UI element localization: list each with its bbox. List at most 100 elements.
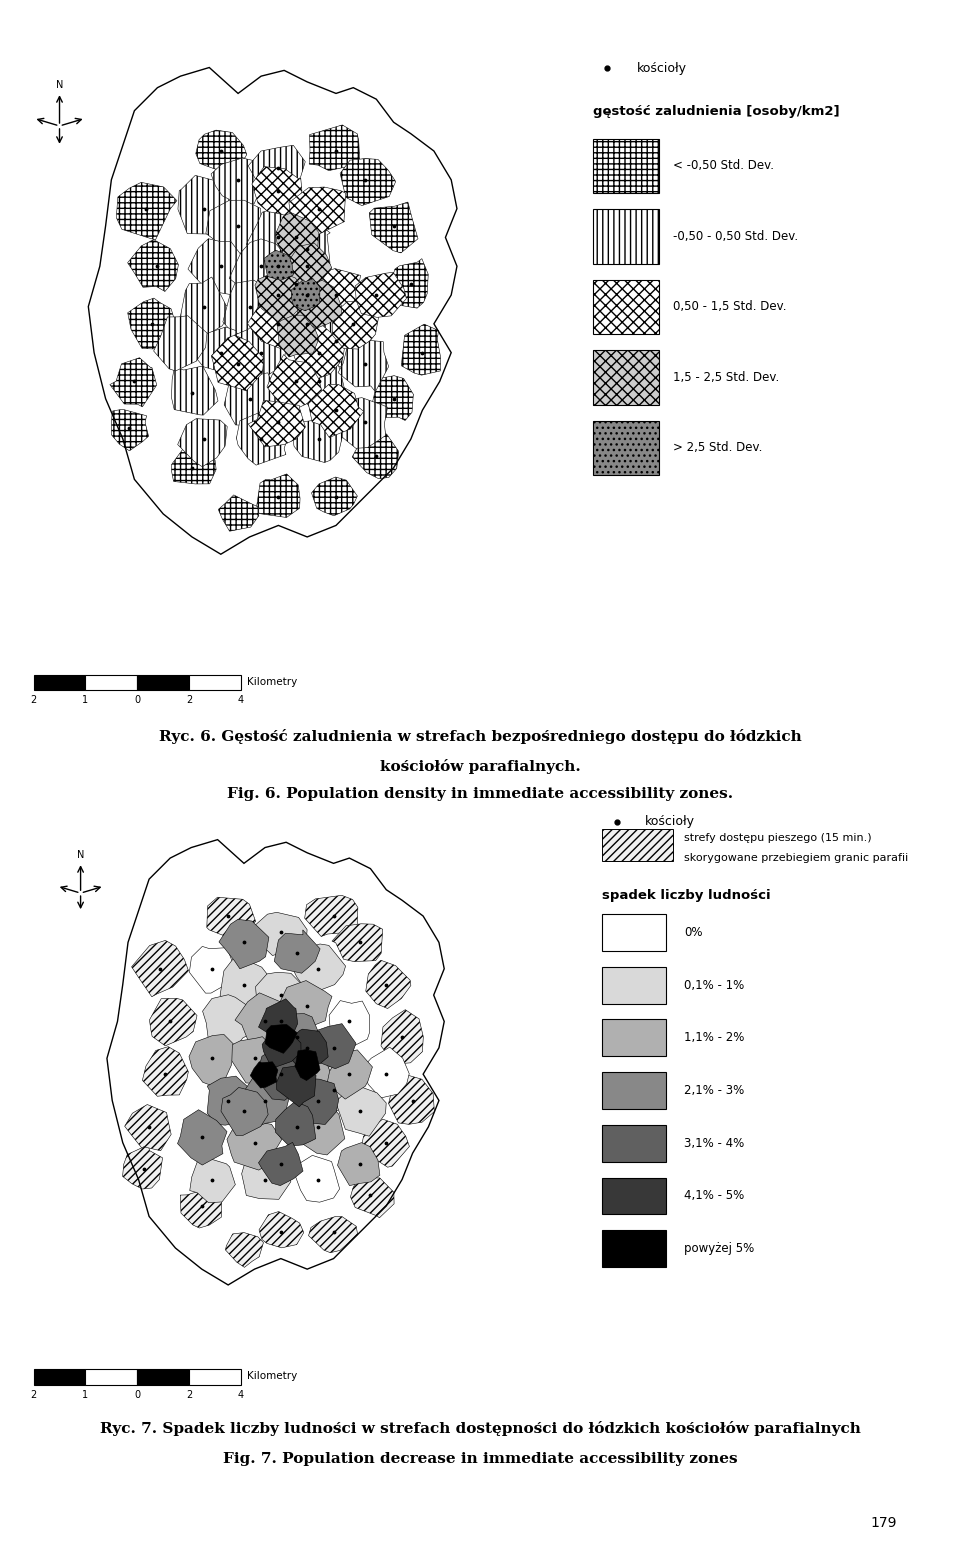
Polygon shape: [279, 222, 330, 276]
Polygon shape: [276, 1065, 316, 1107]
Polygon shape: [340, 158, 396, 206]
Polygon shape: [180, 277, 232, 336]
Text: 2: 2: [31, 696, 36, 705]
Polygon shape: [178, 1110, 227, 1166]
Text: > 2,5 Std. Dev.: > 2,5 Std. Dev.: [673, 442, 762, 454]
Text: 0,1% - 1%: 0,1% - 1%: [684, 978, 744, 992]
Bar: [593, 281, 659, 335]
Polygon shape: [142, 1046, 188, 1096]
Text: 4: 4: [238, 1390, 244, 1400]
Bar: [602, 829, 673, 862]
Text: Ryc. 7. Spadek liczby ludności w strefach dostępności do łódzkich kościołów para: Ryc. 7. Spadek liczby ludności w strefac…: [100, 1421, 860, 1437]
Bar: [85, 1370, 137, 1384]
Text: powyżej 5%: powyżej 5%: [684, 1242, 755, 1256]
Text: kościoły: kościoły: [636, 62, 686, 74]
Polygon shape: [372, 375, 414, 420]
Polygon shape: [292, 418, 345, 462]
Polygon shape: [363, 1048, 409, 1097]
Text: 1: 1: [83, 1390, 88, 1400]
Polygon shape: [342, 398, 388, 448]
Polygon shape: [125, 1105, 171, 1150]
Text: Fig. 6. Population density in immediate accessibility zones.: Fig. 6. Population density in immediate …: [227, 787, 733, 801]
Polygon shape: [277, 315, 319, 356]
Text: 2: 2: [186, 1390, 192, 1400]
Polygon shape: [132, 941, 188, 997]
Text: 0%: 0%: [684, 925, 703, 939]
Polygon shape: [172, 446, 216, 484]
Polygon shape: [255, 972, 307, 1018]
Polygon shape: [253, 1046, 306, 1100]
Polygon shape: [310, 312, 365, 367]
Polygon shape: [195, 327, 244, 377]
Polygon shape: [329, 1001, 370, 1046]
Polygon shape: [211, 158, 263, 205]
Polygon shape: [235, 321, 286, 386]
Text: strefy dostępu pieszego (15 min.): strefy dostępu pieszego (15 min.): [684, 834, 872, 843]
Text: -0,50 - 0,50 Std. Dev.: -0,50 - 0,50 Std. Dev.: [673, 229, 799, 243]
Polygon shape: [196, 130, 247, 174]
Polygon shape: [388, 259, 428, 308]
Polygon shape: [281, 1046, 333, 1099]
Polygon shape: [211, 335, 264, 391]
Text: gęstość zaludnienia [osoby/km2]: gęstość zaludnienia [osoby/km2]: [593, 105, 840, 118]
Polygon shape: [296, 1079, 339, 1124]
Polygon shape: [154, 316, 207, 370]
Polygon shape: [206, 897, 255, 938]
Text: 2: 2: [186, 696, 192, 705]
Polygon shape: [297, 281, 342, 329]
Polygon shape: [219, 919, 269, 969]
Text: 1,5 - 2,5 Std. Dev.: 1,5 - 2,5 Std. Dev.: [673, 370, 780, 384]
Polygon shape: [280, 981, 332, 1028]
Text: N: N: [56, 79, 63, 90]
Bar: [602, 1125, 666, 1162]
Polygon shape: [259, 1212, 303, 1248]
Polygon shape: [205, 200, 269, 256]
Polygon shape: [229, 239, 290, 299]
Text: 0: 0: [134, 696, 140, 705]
Polygon shape: [296, 1100, 345, 1155]
Polygon shape: [226, 1232, 263, 1268]
Bar: [34, 1370, 85, 1384]
Polygon shape: [381, 1009, 423, 1063]
Polygon shape: [178, 175, 229, 234]
Polygon shape: [244, 1073, 289, 1128]
Polygon shape: [207, 1076, 252, 1125]
Text: spadek liczby ludności: spadek liczby ludności: [602, 890, 771, 902]
Polygon shape: [308, 1217, 358, 1252]
Polygon shape: [109, 358, 156, 406]
Polygon shape: [242, 1161, 291, 1200]
Text: 179: 179: [870, 1516, 897, 1530]
Polygon shape: [327, 1049, 372, 1099]
Polygon shape: [276, 212, 319, 260]
Polygon shape: [251, 1062, 278, 1088]
Polygon shape: [352, 434, 398, 479]
Polygon shape: [310, 1023, 356, 1068]
Polygon shape: [313, 1066, 358, 1113]
Polygon shape: [255, 271, 303, 322]
Bar: [602, 1020, 666, 1057]
Bar: [593, 138, 659, 192]
Text: 0: 0: [134, 1390, 140, 1400]
Bar: [34, 674, 85, 690]
Text: 0,50 - 1,5 Std. Dev.: 0,50 - 1,5 Std. Dev.: [673, 301, 786, 313]
Polygon shape: [338, 1142, 380, 1186]
Polygon shape: [304, 896, 358, 936]
Polygon shape: [203, 995, 253, 1052]
Polygon shape: [221, 1088, 268, 1136]
Polygon shape: [350, 1178, 395, 1218]
Polygon shape: [256, 474, 300, 518]
Text: 1: 1: [83, 696, 88, 705]
Polygon shape: [284, 243, 332, 290]
Polygon shape: [289, 347, 345, 411]
Polygon shape: [309, 126, 360, 170]
Text: 2: 2: [31, 1390, 36, 1400]
Text: Kilometry: Kilometry: [247, 1372, 297, 1381]
Bar: [602, 1178, 666, 1215]
Text: Ryc. 6. Gęstość zaludnienia w strefach bezpośredniego dostępu do łódzkich: Ryc. 6. Gęstość zaludnienia w strefach b…: [158, 728, 802, 744]
Polygon shape: [252, 166, 302, 217]
Polygon shape: [274, 256, 324, 310]
Polygon shape: [308, 384, 364, 437]
Polygon shape: [249, 400, 305, 446]
Polygon shape: [172, 366, 218, 415]
Polygon shape: [150, 998, 197, 1046]
